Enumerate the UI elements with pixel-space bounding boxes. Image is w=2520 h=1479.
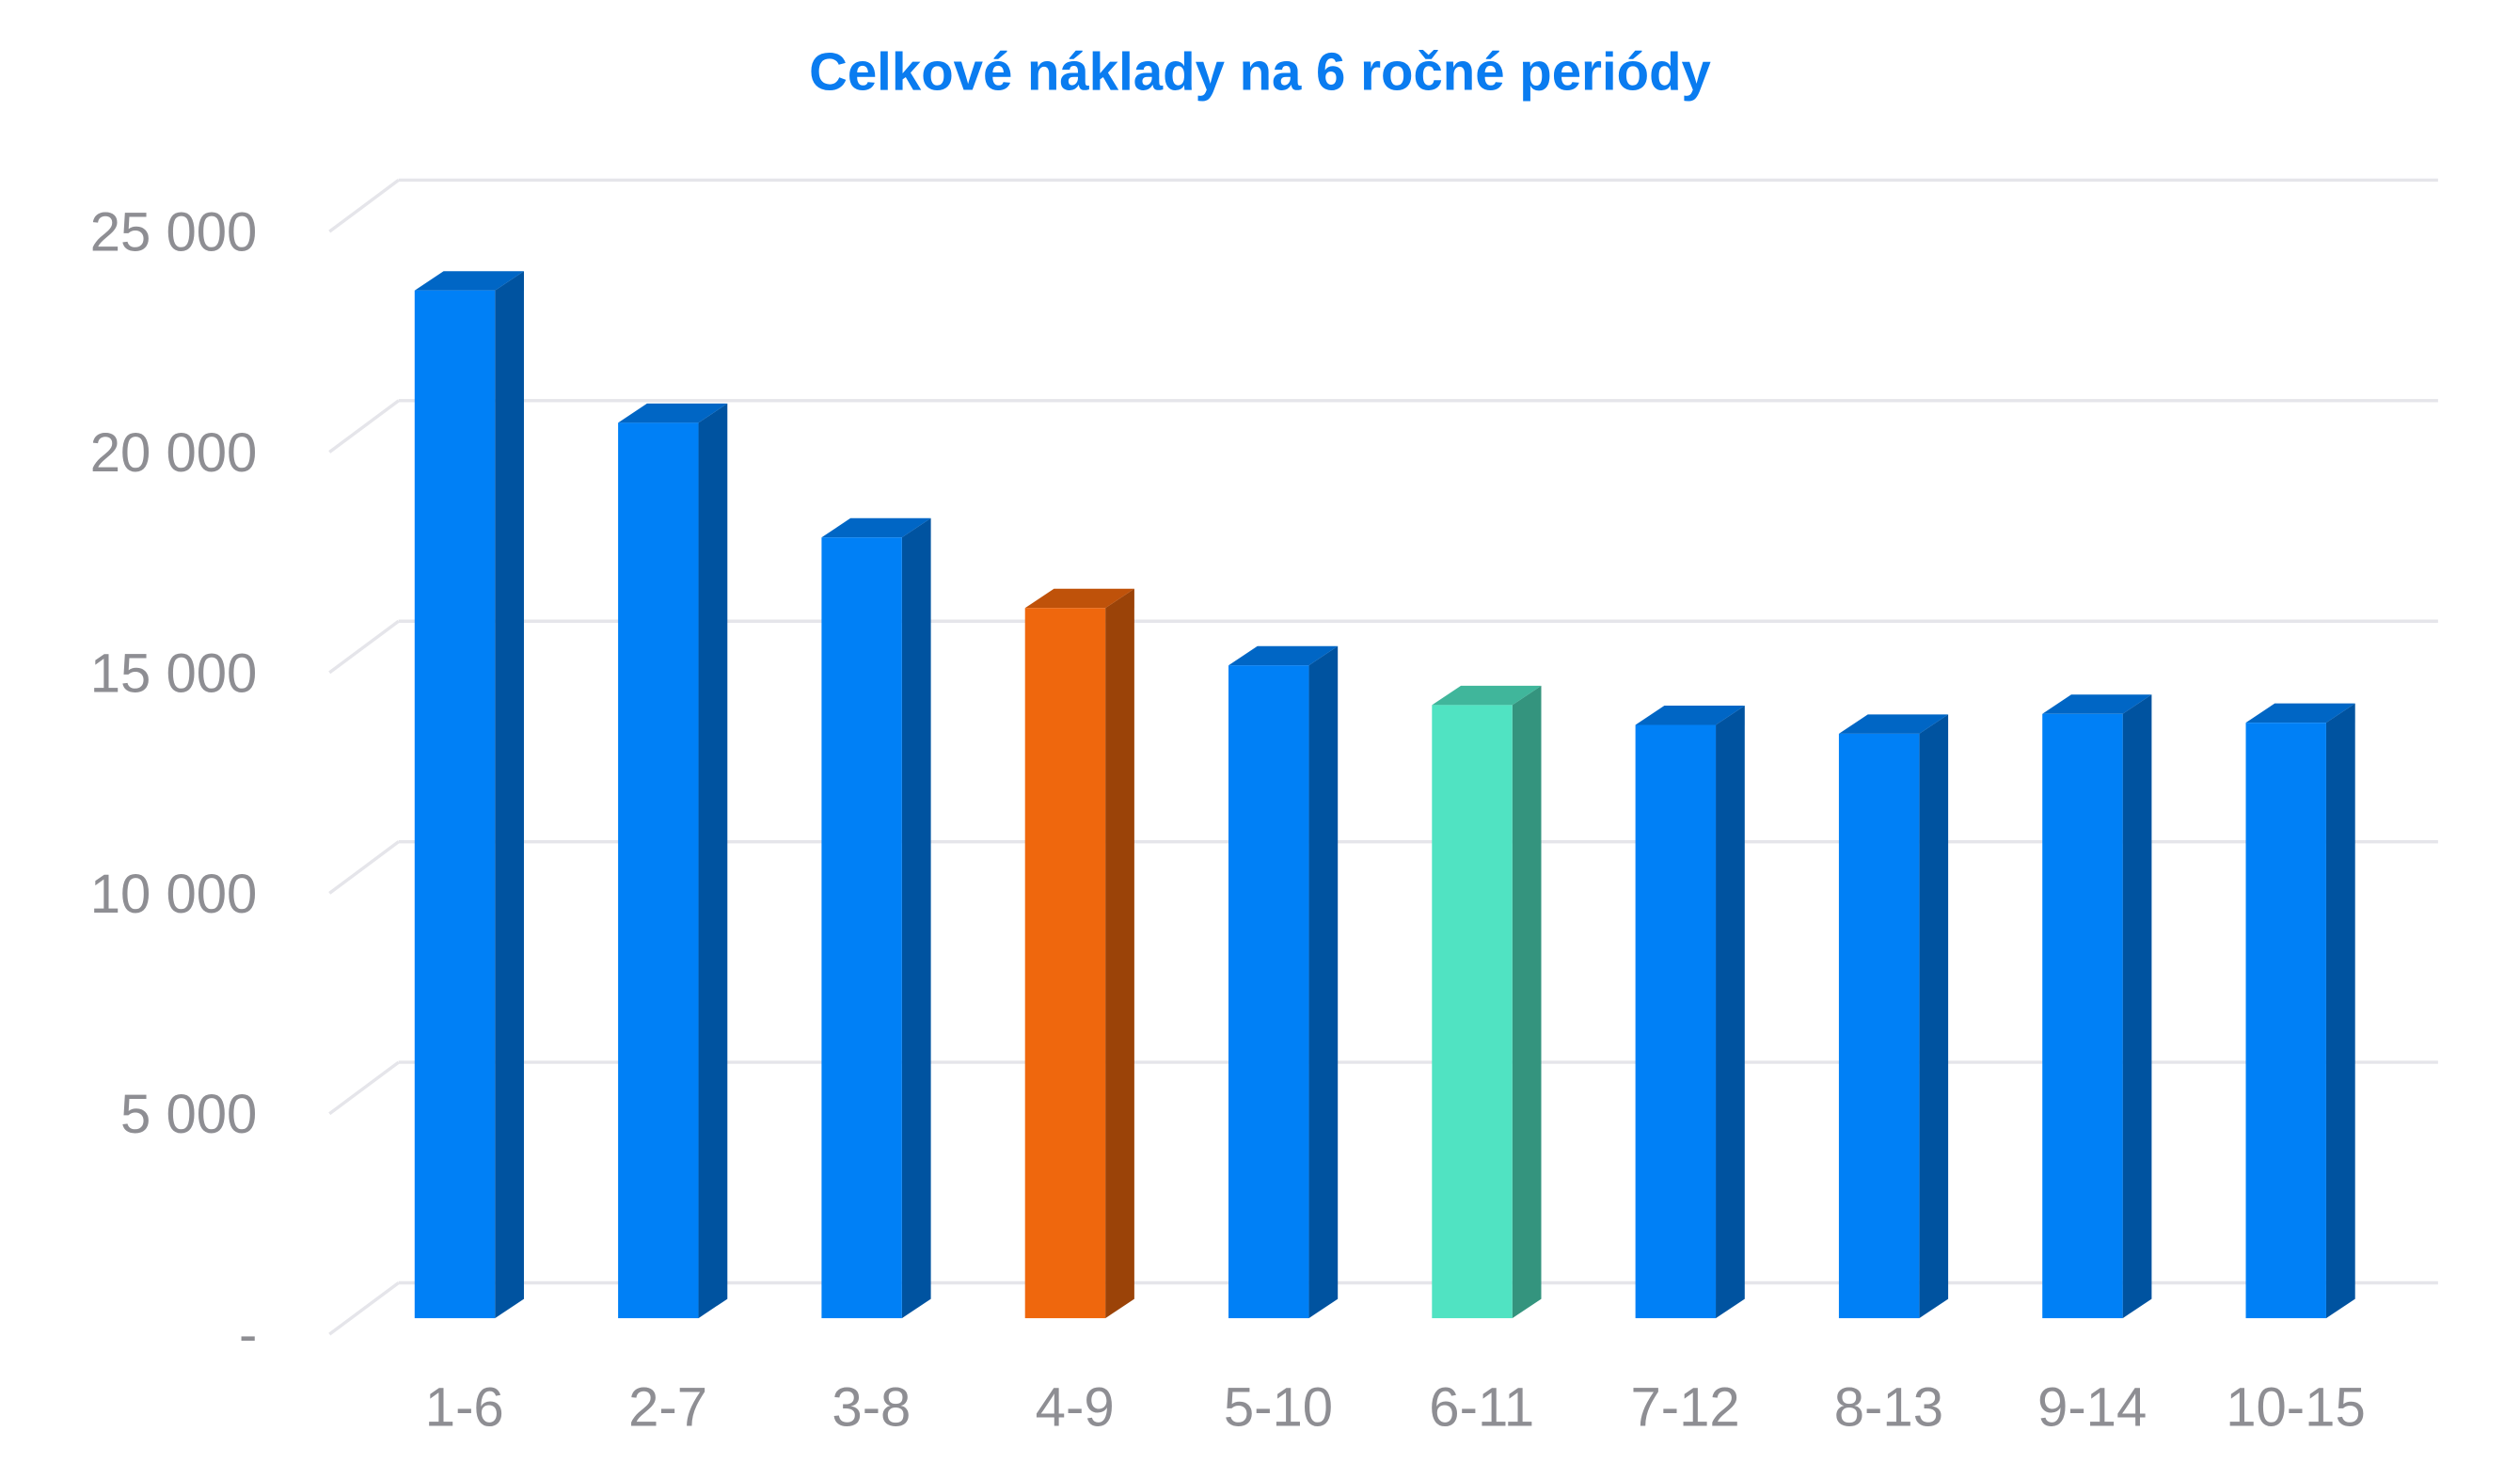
bar-side — [698, 403, 728, 1319]
bar-top — [1024, 588, 1134, 609]
y-tick-label: 5 000 — [120, 1084, 257, 1145]
bar-side — [1105, 588, 1134, 1319]
x-tick-label: 4-9 — [1036, 1377, 1115, 1439]
bar-top — [618, 403, 728, 423]
bar-side — [495, 271, 524, 1319]
x-tick-label: 3-8 — [832, 1377, 911, 1439]
grid-line-side — [328, 840, 400, 895]
grid-line-side — [328, 179, 400, 233]
bar — [1635, 724, 1717, 1319]
bar-top — [1432, 685, 1542, 706]
bar — [1432, 705, 1513, 1319]
bar-side — [2122, 694, 2152, 1319]
x-tick-label: 5-10 — [1224, 1377, 1333, 1439]
y-tick-label: 15 000 — [90, 643, 258, 704]
bar-side — [901, 517, 931, 1319]
grid-line-side — [328, 619, 400, 675]
y-tick-label: 20 000 — [90, 422, 258, 484]
bar-top — [1838, 714, 1949, 734]
y-tick-label: 25 000 — [90, 202, 258, 263]
bar-top — [1228, 645, 1339, 666]
grid-line-side — [328, 399, 400, 453]
x-tick-label: 2-7 — [628, 1377, 707, 1439]
bar-side — [1512, 685, 1542, 1319]
x-tick-label: 9-14 — [2037, 1377, 2147, 1439]
bar-top — [821, 517, 931, 538]
bar-top — [2245, 703, 2355, 724]
x-tick-label: 10-15 — [2226, 1377, 2366, 1439]
bar — [414, 290, 496, 1319]
x-tick-label: 7-12 — [1630, 1377, 1739, 1439]
x-tick-label: 6-11 — [1429, 1377, 1534, 1439]
grid-line-side — [328, 1281, 400, 1336]
bar — [618, 422, 699, 1319]
bar — [1838, 733, 1920, 1319]
bar-top — [414, 271, 524, 291]
bar — [2245, 723, 2326, 1319]
bar — [2042, 713, 2123, 1319]
grid-line-side — [328, 1060, 400, 1116]
bar — [821, 537, 902, 1319]
bar-top — [1635, 706, 1745, 725]
bar-side — [2325, 703, 2355, 1319]
chart-title: Celkové náklady na 6 ročné periódy — [809, 41, 1711, 101]
bar-side — [1308, 645, 1339, 1319]
bar — [1024, 608, 1106, 1319]
bar-side — [1919, 714, 1949, 1319]
bar-top — [2042, 694, 2152, 714]
x-tick-label: 8-13 — [1834, 1377, 1943, 1439]
bar — [1228, 665, 1309, 1319]
y-tick-label: 10 000 — [90, 864, 258, 925]
y-tick-label: - — [239, 1305, 257, 1366]
x-tick-label: 1-6 — [425, 1377, 504, 1439]
bar-side — [1716, 706, 1745, 1319]
